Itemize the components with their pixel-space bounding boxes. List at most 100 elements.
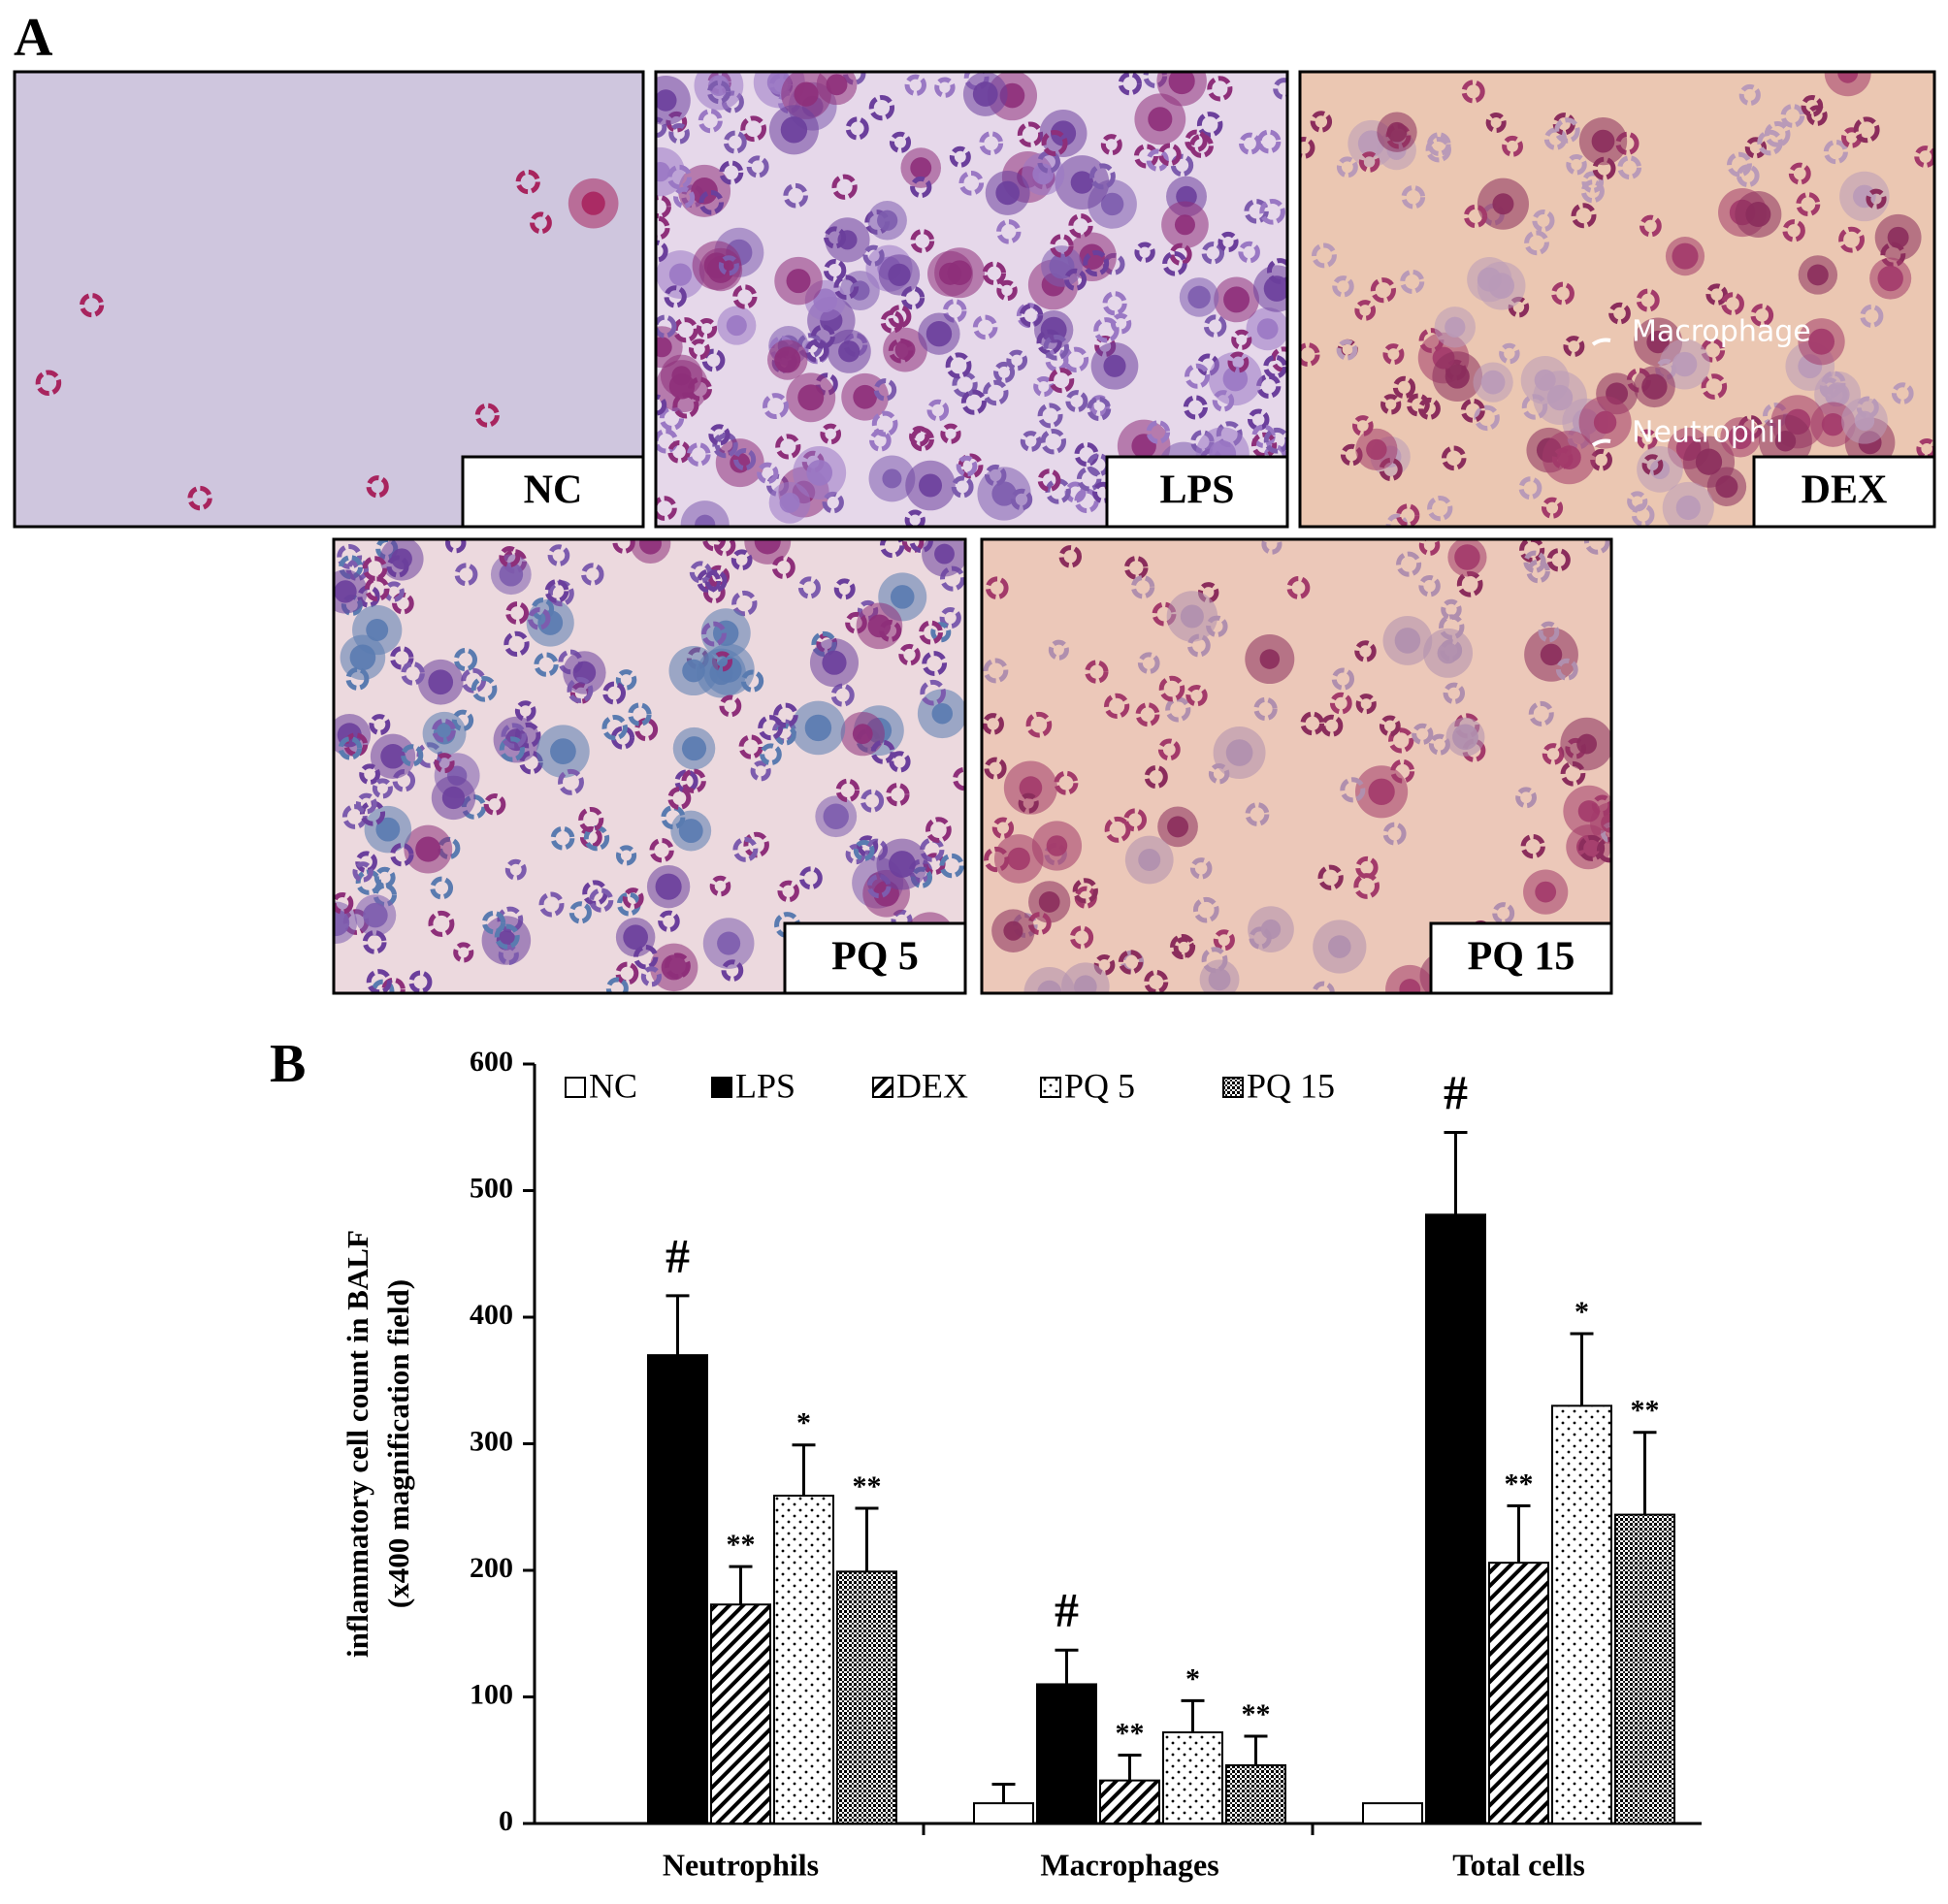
cell [453,648,478,672]
cell [719,160,744,185]
cell [1203,314,1227,338]
cell [1300,711,1325,736]
cell [1866,188,1887,210]
cell-nucleus [1546,384,1574,411]
cell [910,427,934,452]
cell [504,858,527,881]
cell [373,866,396,888]
cell-nucleus [838,340,860,363]
cell [1641,454,1664,476]
cell [831,174,858,200]
cell [1353,873,1380,899]
cell [1627,491,1648,512]
cell [1110,312,1132,335]
cell-nucleus [1256,318,1279,340]
bar [1362,1802,1423,1824]
cell [1492,902,1515,925]
cell [499,736,525,762]
cell [889,751,911,773]
cell-nucleus [1138,849,1161,871]
cell [879,539,905,559]
cell [1596,837,1611,863]
cell [1485,113,1507,134]
cell [1336,156,1358,178]
cell [939,853,964,879]
micrograph-image [15,72,643,527]
cell [1213,929,1235,952]
panel-letter: A [14,8,53,68]
cell-nucleus [888,263,911,287]
cell-nucleus [1032,163,1055,185]
cell [1076,467,1102,492]
cell [1201,947,1228,974]
cell [656,314,677,339]
cell-nucleus [655,873,682,900]
cell [498,944,519,966]
cell-nucleus [938,262,962,285]
cell-nucleus [1003,920,1023,941]
micrograph-background [15,72,643,527]
cell [1123,808,1147,832]
cell [664,285,687,308]
cell [910,176,932,199]
cell [1382,343,1405,366]
cell [1441,445,1467,471]
cell [709,875,731,897]
cell [698,190,725,215]
bar [773,1495,834,1824]
cell [1256,373,1282,399]
significance-label: * [796,1407,811,1439]
cell [910,229,935,253]
cell [708,424,730,446]
cell-nucleus [1187,285,1211,309]
cell [612,539,635,554]
cell [1135,702,1160,727]
cell [746,155,769,178]
cell-nucleus [797,384,825,411]
cell [1379,457,1403,482]
cell-nucleus [581,191,605,215]
significance-label: # [1444,1065,1468,1119]
bar [973,1802,1034,1824]
cell [1701,373,1728,400]
cell [390,842,414,867]
cell [453,942,474,963]
cell [1238,241,1260,264]
cell [1054,770,1079,795]
cell-nucleus [415,836,441,862]
cell [381,977,406,993]
cell [1320,714,1344,737]
cell-nucleus [867,614,892,638]
cell [656,194,671,219]
cell [1146,148,1169,172]
cell [428,910,455,937]
panel-letter: B [270,1034,306,1094]
cell [337,543,363,569]
cell [672,392,699,419]
significance-label: ** [853,1470,882,1502]
cell [673,186,696,209]
cell [501,723,527,749]
cell-nucleus [804,714,832,742]
cell [1418,574,1441,597]
cell [1824,72,1871,97]
cell [945,352,972,379]
cell [1396,551,1422,577]
cell-nucleus [1046,835,1068,856]
cell [1196,112,1223,138]
legend-swatch [872,1077,893,1098]
cell-nucleus [1174,214,1195,236]
cell [1428,733,1450,756]
cell [386,555,409,578]
bar [1614,1513,1675,1824]
cell [514,700,536,722]
cell [1443,682,1466,705]
cell [1089,163,1116,190]
cell-nucleus [1007,847,1030,871]
cell [1916,438,1934,460]
cell [615,961,639,985]
cell [889,131,912,153]
cell [1244,199,1269,224]
cell [1581,171,1605,194]
